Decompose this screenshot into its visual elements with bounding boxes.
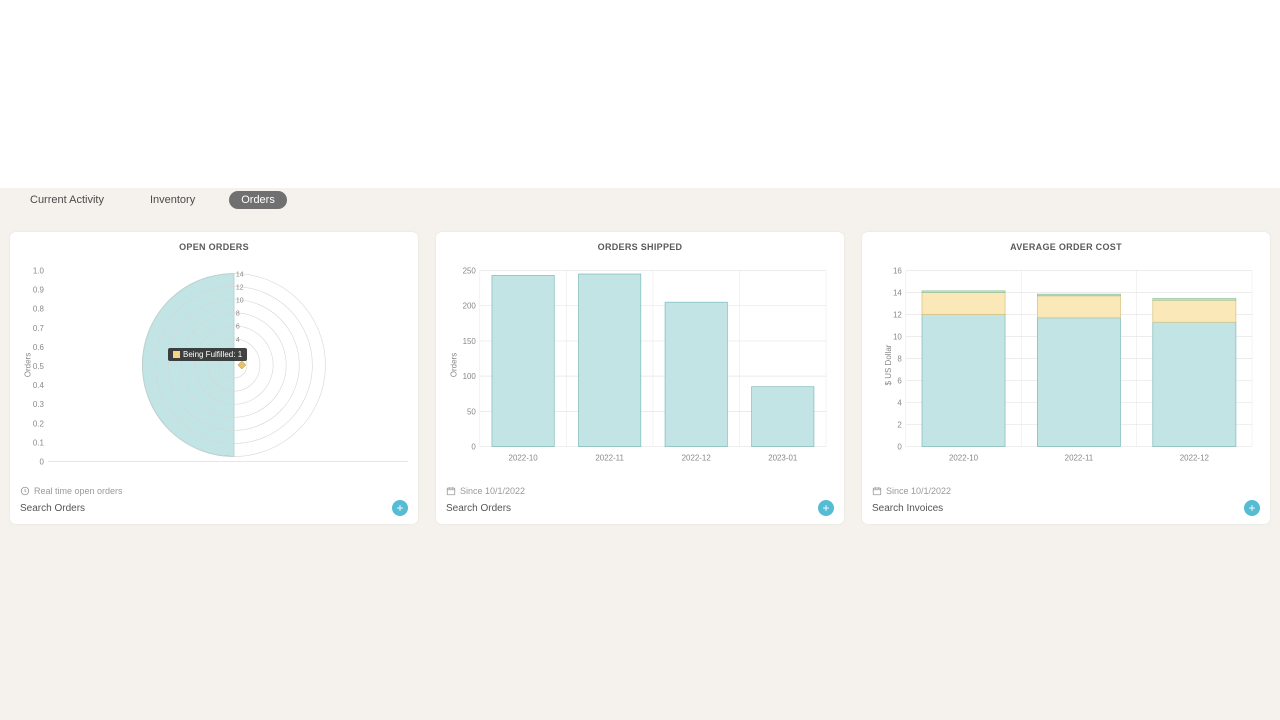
tab-orders[interactable]: Orders (229, 191, 287, 209)
svg-text:0: 0 (471, 443, 476, 452)
svg-text:6: 6 (236, 324, 240, 331)
y-axis-label: Orders (450, 353, 459, 377)
svg-text:10: 10 (893, 333, 902, 342)
svg-text:14: 14 (236, 271, 244, 278)
tab-current-activity[interactable]: Current Activity (18, 191, 116, 209)
card-title: OPEN ORDERS (10, 232, 418, 252)
y-axis-label: $ US Dollar (884, 345, 893, 386)
card-average-order-cost: AVERAGE ORDER COST $ US Dollar 0 2 4 6 8 10 12… (862, 232, 1270, 524)
svg-text:1.0: 1.0 (33, 266, 45, 275)
svg-text:0.6: 0.6 (33, 343, 45, 352)
status-text: Real time open orders (20, 486, 408, 496)
add-button[interactable]: + (1244, 500, 1260, 516)
svg-text:16: 16 (893, 266, 902, 275)
svg-text:0.8: 0.8 (33, 305, 45, 314)
calendar-icon (446, 486, 456, 496)
svg-text:200: 200 (463, 302, 477, 311)
svg-text:14: 14 (893, 288, 902, 297)
svg-text:2022-12: 2022-12 (1180, 454, 1210, 463)
svg-text:0: 0 (897, 443, 902, 452)
orders-shipped-chart: Orders 0 50 100 150 200 250 2022-10 2022-11 2022… (446, 254, 834, 476)
chart-tooltip: Being Fulfilled: 1 (168, 348, 247, 361)
svg-text:12: 12 (236, 285, 244, 292)
svg-text:0.9: 0.9 (33, 286, 45, 295)
svg-text:12: 12 (893, 310, 902, 319)
y-axis-label: Orders (24, 353, 33, 377)
search-orders-link[interactable]: Search Orders (20, 503, 85, 514)
svg-text:0: 0 (39, 457, 44, 466)
svg-text:2022-12: 2022-12 (682, 454, 712, 463)
card-orders-shipped: ORDERS SHIPPED Orders 0 50 100 150 200 250 202… (436, 232, 844, 524)
svg-text:10: 10 (236, 298, 244, 305)
average-order-cost-chart: $ US Dollar 0 2 4 6 8 10 12 14 16 2022-10 2022-11 2… (872, 254, 1260, 476)
svg-text:6: 6 (897, 377, 902, 386)
add-button[interactable]: + (818, 500, 834, 516)
svg-text:50: 50 (467, 407, 476, 416)
svg-text:2: 2 (897, 421, 902, 430)
svg-text:0.4: 0.4 (33, 381, 45, 390)
search-invoices-link[interactable]: Search Invoices (872, 503, 943, 514)
status-text: Since 10/1/2022 (446, 486, 834, 496)
card-open-orders: OPEN ORDERS Orders 1.0 0.9 0.8 0.7 0.6 0.5 0.4… (10, 232, 418, 524)
svg-text:4: 4 (897, 399, 902, 408)
clock-icon (20, 486, 30, 496)
svg-text:2022-10: 2022-10 (949, 454, 979, 463)
search-orders-link[interactable]: Search Orders (446, 503, 511, 514)
card-title: AVERAGE ORDER COST (862, 232, 1270, 252)
svg-text:2022-11: 2022-11 (1065, 454, 1094, 463)
svg-text:2022-10: 2022-10 (509, 454, 539, 463)
svg-text:2022-11: 2022-11 (595, 454, 624, 463)
tab-bar: Current Activity Inventory Orders (0, 188, 1280, 212)
card-title: ORDERS SHIPPED (436, 232, 844, 252)
svg-text:250: 250 (463, 266, 477, 275)
svg-text:0.3: 0.3 (33, 400, 45, 409)
open-orders-chart: Orders 1.0 0.9 0.8 0.7 0.6 0.5 0.4 0.3 0.2 0.1 0 14… (20, 254, 408, 476)
svg-text:0.1: 0.1 (33, 438, 45, 447)
svg-text:8: 8 (236, 311, 240, 318)
svg-text:0.2: 0.2 (33, 419, 45, 428)
calendar-icon (872, 486, 882, 496)
svg-text:0.7: 0.7 (33, 324, 45, 333)
svg-text:8: 8 (897, 355, 902, 364)
status-text: Since 10/1/2022 (872, 486, 1260, 496)
tab-inventory[interactable]: Inventory (138, 191, 207, 209)
svg-text:4: 4 (236, 337, 240, 344)
svg-text:100: 100 (463, 372, 477, 381)
add-button[interactable]: + (392, 500, 408, 516)
svg-text:150: 150 (463, 337, 477, 346)
svg-text:0.5: 0.5 (33, 362, 45, 371)
svg-text:2023-01: 2023-01 (768, 454, 798, 463)
